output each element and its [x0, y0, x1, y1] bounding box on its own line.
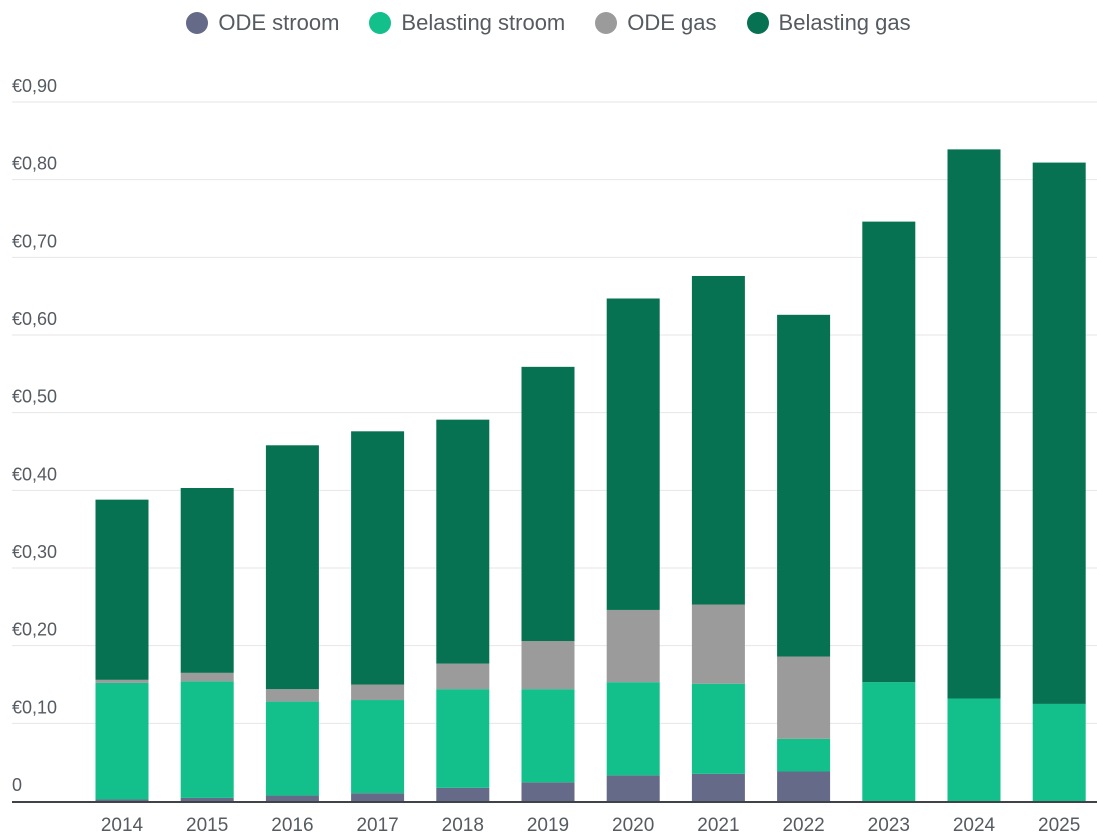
- x-tick-label: 2018: [442, 815, 484, 835]
- bar-segment: [351, 793, 405, 801]
- bar-segment: [265, 445, 319, 690]
- bar-segment: [862, 221, 916, 683]
- bar-segment: [606, 609, 660, 683]
- bar-segment: [521, 689, 575, 783]
- legend-item-ode-gas: ODE gas: [595, 10, 717, 36]
- bar-segment: [351, 700, 405, 794]
- x-tick-label: 2014: [101, 815, 144, 835]
- bar-segment: [521, 366, 575, 642]
- bar-segment: [436, 419, 490, 664]
- bar-segment: [777, 314, 831, 657]
- x-tick-label: 2015: [186, 815, 228, 835]
- bar-segment: [691, 773, 745, 801]
- y-tick-label: €0,20: [12, 620, 57, 640]
- x-tick-label: 2024: [953, 815, 996, 835]
- bar-segment: [95, 682, 149, 800]
- legend-swatch-belasting-gas: [746, 12, 769, 34]
- x-axis-ticks: 2014 2015 2016 2017 2018 2019 2020 2021 2022 2023…: [101, 815, 1080, 835]
- bar-segment: [436, 689, 490, 788]
- x-tick-label: 2019: [527, 815, 569, 835]
- bar-segment: [351, 684, 405, 701]
- x-tick-label: 2021: [697, 815, 739, 835]
- bar-segment: [521, 782, 575, 801]
- bar-segment: [606, 775, 660, 801]
- bar-segment: [265, 689, 319, 702]
- legend-item-belasting-gas: Belasting gas: [746, 10, 911, 36]
- bar-segment: [862, 682, 916, 801]
- y-tick-label: €0,70: [12, 231, 57, 251]
- bar-segment: [947, 698, 1001, 801]
- bar-segment: [777, 738, 831, 772]
- legend: ODE stroom Belasting stroom ODE gas Bela…: [0, 6, 1097, 40]
- bar-segment: [691, 604, 745, 684]
- legend-label-belasting-stroom: Belasting stroom: [401, 10, 566, 35]
- bar-segment: [180, 672, 234, 682]
- legend-label-belasting-gas: Belasting gas: [778, 10, 911, 35]
- bar-segment: [265, 795, 319, 801]
- y-tick-label: €0,50: [12, 387, 57, 407]
- bar-segment: [436, 663, 490, 690]
- y-tick-label: €0,60: [12, 309, 57, 329]
- bar-segment: [521, 641, 575, 690]
- legend-label-ode-stroom: ODE stroom: [218, 10, 340, 35]
- bar-segment: [1032, 703, 1086, 801]
- bar-segment: [95, 799, 149, 801]
- x-tick-label: 2023: [868, 815, 910, 835]
- legend-swatch-ode-stroom: [186, 12, 209, 34]
- x-tick-label: 2017: [356, 815, 398, 835]
- legend-item-belasting-stroom: Belasting stroom: [369, 10, 565, 36]
- bar-segment: [777, 771, 831, 801]
- bar-segment: [351, 431, 405, 685]
- x-tick-label: 2025: [1038, 815, 1080, 835]
- y-tick-label: €0,40: [12, 464, 57, 484]
- legend-label-ode-gas: ODE gas: [627, 10, 717, 35]
- legend-item-ode-stroom: ODE stroom: [186, 10, 339, 36]
- bar-segment: [691, 683, 745, 774]
- y-tick-label: €0,10: [12, 697, 57, 717]
- bars: [95, 149, 1086, 801]
- bar-segment: [606, 298, 660, 610]
- x-tick-label: 2016: [271, 815, 313, 835]
- bar-segment: [95, 679, 149, 683]
- y-tick-label: 0: [12, 775, 22, 795]
- bar-segment: [180, 488, 234, 673]
- legend-swatch-belasting-stroom: [369, 12, 392, 34]
- bar-segment: [1032, 162, 1086, 704]
- bar-segment: [606, 682, 660, 776]
- bar-segment: [180, 681, 234, 798]
- y-axis-ticks: 0 €0,10 €0,20 €0,30 €0,40 €0,50 €0,60 €0,70 €0,8…: [12, 76, 57, 795]
- bar-segment: [947, 149, 1001, 699]
- legend-swatch-ode-gas: [595, 12, 618, 34]
- y-tick-label: €0,80: [12, 154, 57, 174]
- bar-segment: [691, 275, 745, 605]
- x-tick-label: 2020: [612, 815, 654, 835]
- y-tick-label: €0,90: [12, 76, 57, 96]
- bar-segment: [180, 797, 234, 801]
- bar-segment: [265, 701, 319, 796]
- y-tick-label: €0,30: [12, 542, 57, 562]
- bar-segment: [95, 499, 149, 680]
- bar-segment: [436, 787, 490, 801]
- bar-segment: [777, 656, 831, 739]
- x-tick-label: 2022: [782, 815, 824, 835]
